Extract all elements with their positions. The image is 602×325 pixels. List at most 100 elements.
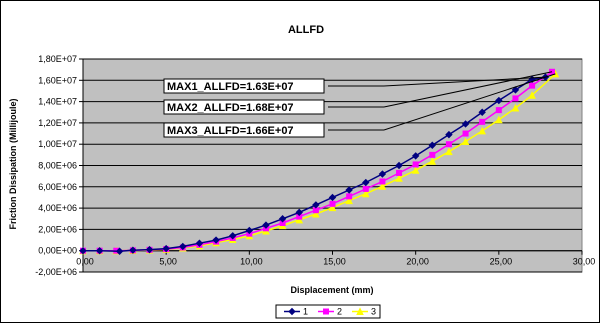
series-2-point: [495, 107, 502, 114]
y-tick-labels: -2,00E+06 0,00E+00 2,00E+06 4,00E+06 6,00E+0…: [35, 54, 77, 277]
series-1-point: [378, 170, 387, 178]
series-1-point: [428, 141, 437, 149]
series-1-point: [478, 108, 486, 116]
series-2-point: [379, 178, 386, 185]
series-1-point: [179, 242, 187, 251]
series-1-point: [262, 221, 270, 229]
y-tick-label: -2,00E+06: [35, 267, 77, 277]
series-1-point: [312, 201, 320, 209]
series-3-point: [478, 126, 487, 135]
series-3-point: [445, 147, 453, 156]
series-2-point: [362, 185, 369, 192]
y-tick-label: 8,00E+06: [38, 161, 77, 171]
series-3-point: [361, 189, 370, 198]
series-1-point: [245, 226, 254, 235]
series-3-point: [395, 174, 403, 182]
series-3-point: [428, 157, 437, 165]
series-1-point: [278, 215, 287, 223]
series-3-point: [312, 209, 320, 218]
series-3-point: [328, 203, 337, 212]
series-2-point: [445, 141, 452, 148]
y-axis-label: Friction Dissipation (Millijoule): [8, 98, 18, 229]
x-tick-label: 25,00: [490, 257, 513, 267]
y-tick-label: 1,00E+07: [38, 139, 77, 149]
annotation-text: MAX1_ALLFD=1.63E+07: [167, 81, 294, 93]
annotation-box: [163, 78, 325, 94]
legend-label: 2: [337, 307, 342, 317]
series-1-point: [495, 96, 503, 105]
series-1-point: [228, 232, 237, 240]
annotation-leader: [383, 73, 556, 131]
x-tick-label: 0,00: [76, 257, 94, 267]
series-3-point: [411, 166, 420, 174]
legend-marker: [323, 308, 329, 315]
series-1-point: [79, 246, 87, 255]
series-1-point: [461, 120, 470, 128]
series-1-point: [195, 239, 204, 247]
y-tick-label: 2,00E+06: [38, 224, 77, 234]
series-2-point: [429, 151, 436, 158]
legend-label: 3: [371, 307, 376, 317]
legend-label: 1: [303, 307, 308, 317]
series-1-point: [295, 208, 303, 217]
series-2-point: [512, 95, 519, 102]
legend-item-1: 1: [284, 307, 308, 317]
annotations: MAX1_ALLFD=1.63E+07 MAX2_ALLFD=1.68E+07 MA…: [163, 71, 556, 138]
series-1-point: [145, 245, 154, 254]
annotation-1: MAX1_ALLFD=1.63E+07: [163, 76, 546, 94]
x-tick-label: 5,00: [159, 257, 177, 267]
x-tick-label: 20,00: [406, 257, 429, 267]
series-2-point: [329, 200, 336, 207]
series-1-point: [511, 86, 520, 94]
series-1-point: [212, 236, 220, 244]
series-1-point: [395, 161, 403, 170]
series-2-point: [412, 161, 419, 168]
series-1-point: [345, 186, 353, 194]
annotation-leader: [383, 71, 553, 108]
legend-marker: [356, 307, 364, 315]
y-tick-label: 1,60E+07: [38, 75, 77, 85]
series-3-point: [511, 103, 520, 112]
series-1-point: [328, 193, 337, 202]
series-1-point: [411, 152, 420, 160]
legend-items: 1 2 3: [284, 307, 376, 317]
chart-title: ALLFD: [288, 24, 324, 36]
y-tick-label: 1,20E+07: [38, 118, 77, 128]
series-1-point: [362, 178, 370, 187]
x-axis-label: Displacement (mm): [290, 285, 373, 295]
legend-item-3: 3: [352, 307, 376, 317]
series-3-point: [295, 215, 304, 224]
x-tick-labels: 0,00 5,00 10,00 15,00 20,00 25,00 30,00: [76, 257, 595, 267]
annotation-text: MAX2_ALLFD=1.68E+07: [167, 102, 294, 114]
annotation-text: MAX3_ALLFD=1.66E+07: [167, 125, 294, 137]
legend-item-2: 2: [318, 307, 342, 317]
series-2-point: [529, 82, 536, 89]
y-tick-label: 1,80E+07: [38, 54, 77, 64]
series-3-point: [495, 115, 503, 124]
annotation-box: [163, 122, 325, 138]
series-1-point: [95, 246, 104, 255]
series-1-point: [115, 247, 124, 255]
series-layer: [79, 68, 560, 255]
series-3-point: [345, 196, 353, 205]
annotation-2: MAX2_ALLFD=1.68E+07: [163, 71, 553, 115]
series-1-point: [445, 130, 453, 139]
annotation-box: [163, 99, 325, 115]
series-2-point: [346, 193, 353, 200]
series-2-point: [479, 118, 486, 125]
y-tick-label: 4,00E+06: [38, 203, 77, 213]
series-1-point: [162, 244, 170, 253]
x-tick-label: 30,00: [573, 257, 596, 267]
y-tick-label: 6,00E+06: [38, 182, 77, 192]
legend: 1 2 3: [275, 304, 381, 319]
series-1-point: [129, 246, 137, 254]
legend-marker: [288, 307, 296, 316]
series-1: [79, 73, 550, 255]
series-2-point: [462, 130, 469, 137]
series-3-point: [528, 91, 536, 99]
annotation-3: MAX3_ALLFD=1.66E+07: [163, 73, 556, 138]
x-tick-label: 10,00: [240, 257, 263, 267]
series-2-point: [396, 169, 403, 176]
